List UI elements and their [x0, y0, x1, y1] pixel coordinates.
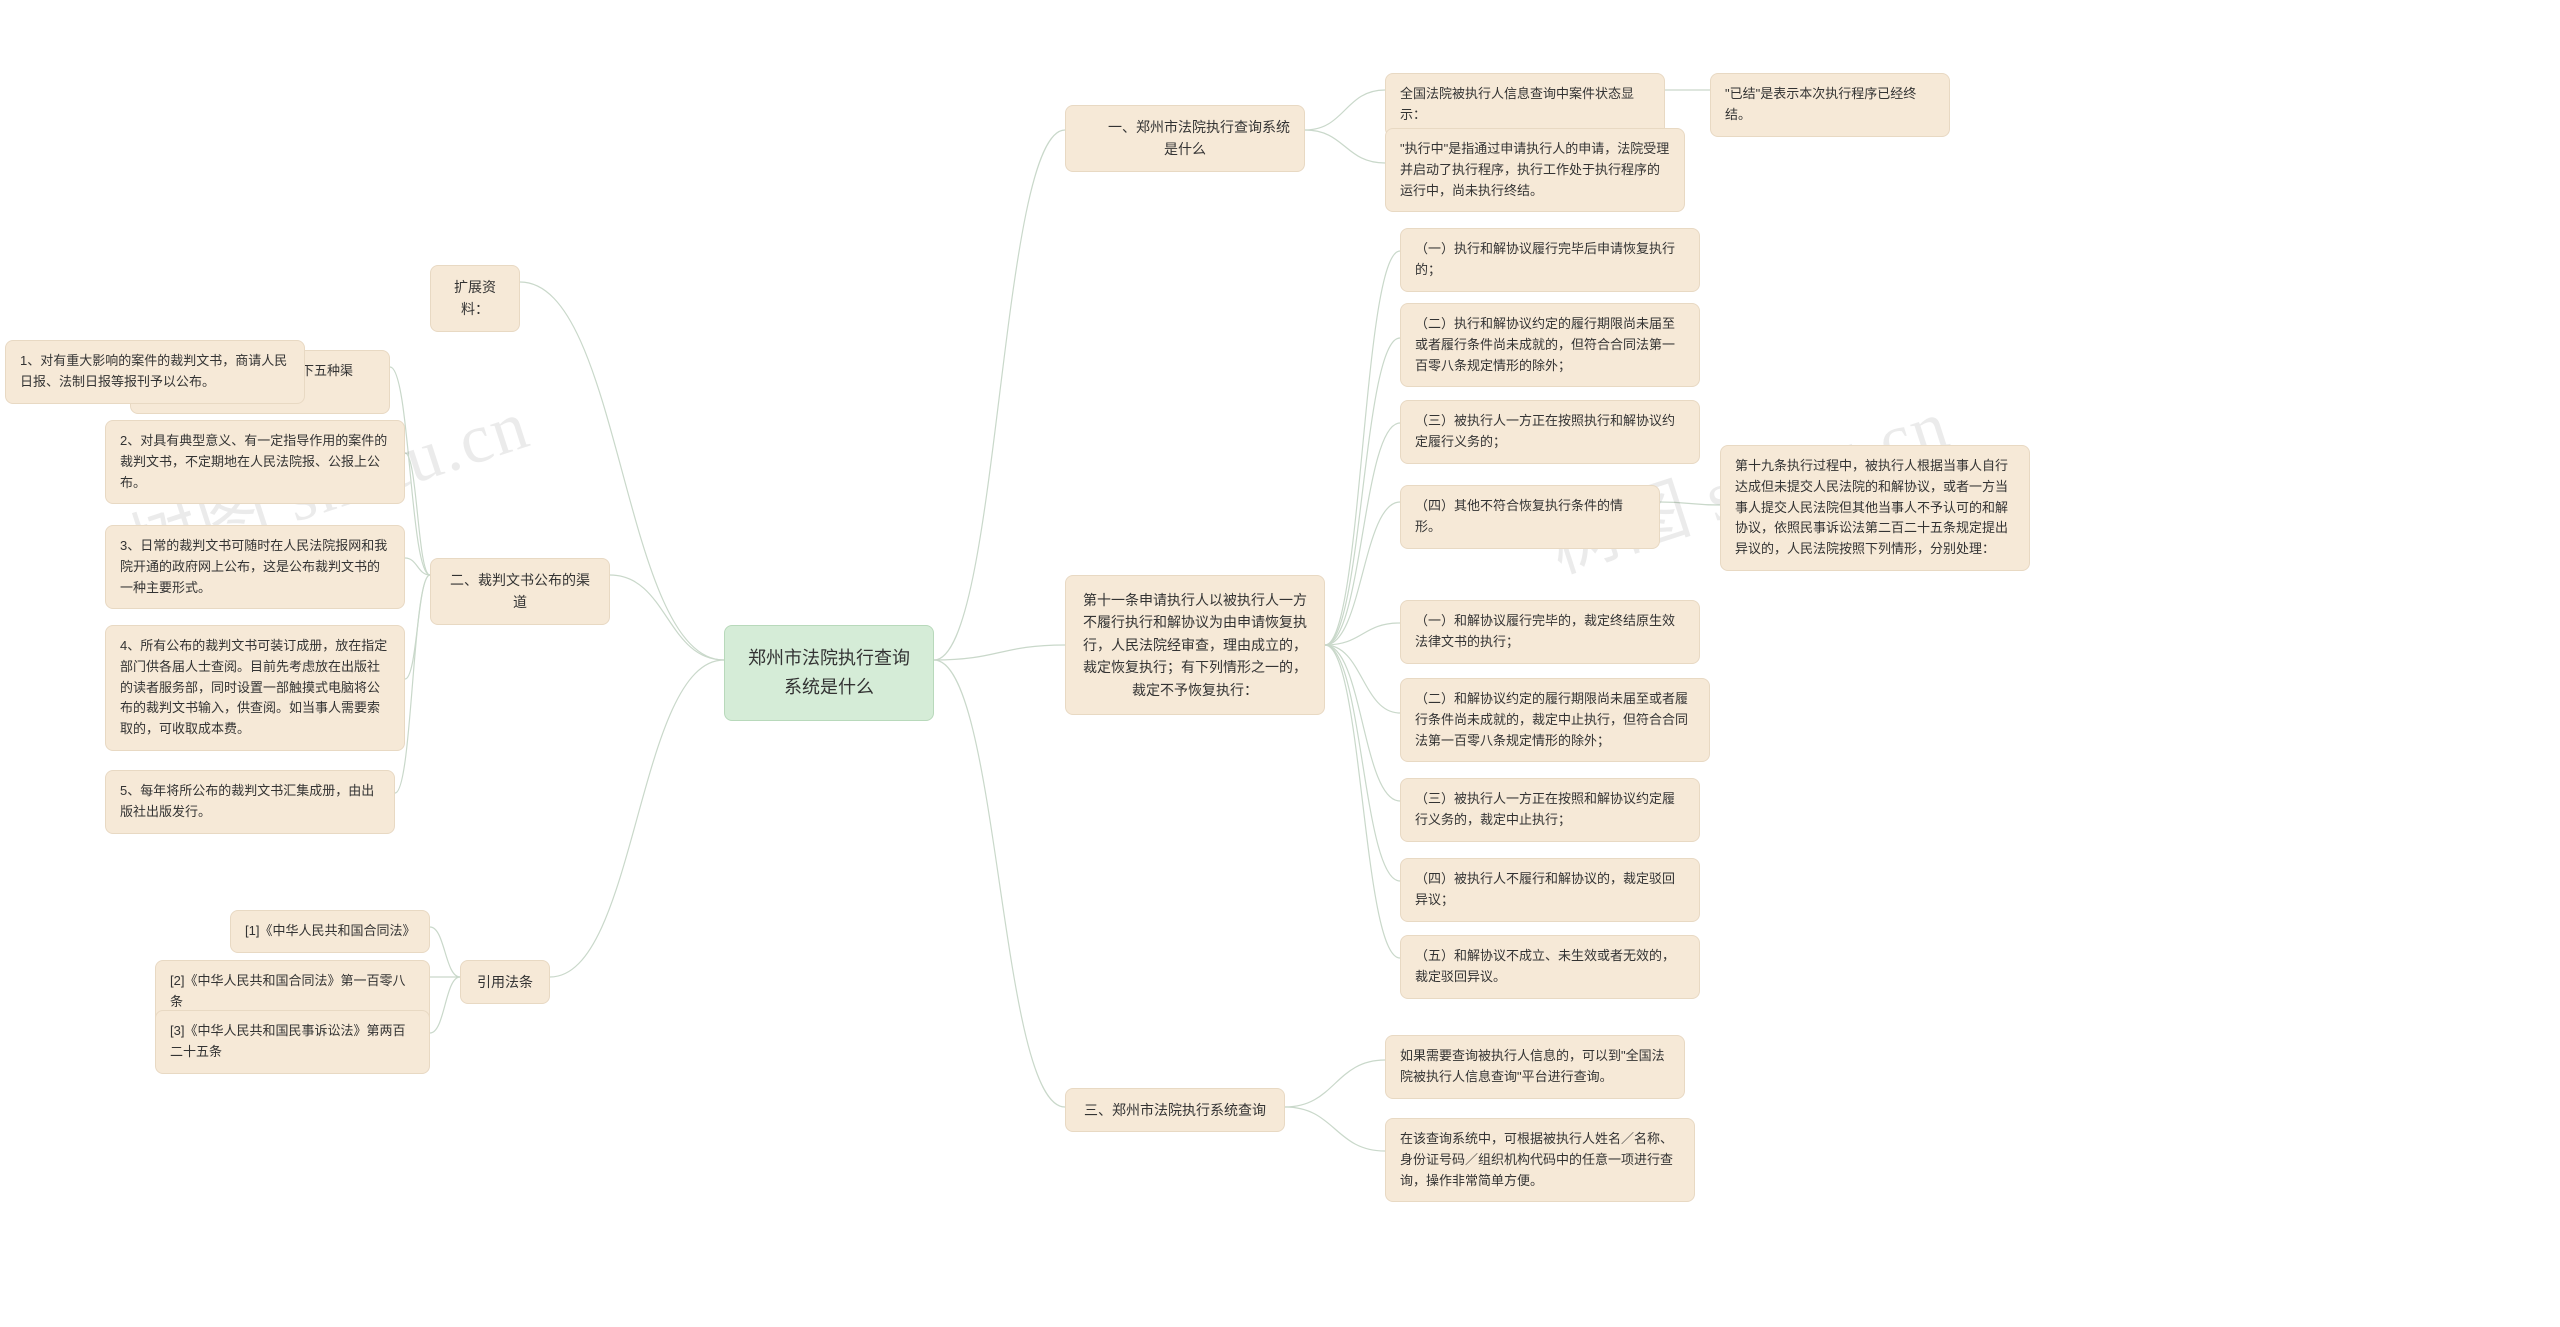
left-b1-leaf-4[interactable]: 5、每年将所公布的裁判文书汇集成册，由出版社出版发行。: [105, 770, 395, 834]
right-b1-leaf-2[interactable]: （三）被执行人一方正在按照执行和解协议约定履行义务的；: [1400, 400, 1700, 464]
right-b2-leaf-1[interactable]: 在该查询系统中，可根据被执行人姓名／名称、身份证号码／组织机构代码中的任意一项进…: [1385, 1118, 1695, 1202]
left-b1-leaf-1[interactable]: 2、对具有典型意义、有一定指导作用的案件的裁判文书，不定期地在人民法院报、公报上…: [105, 420, 405, 504]
right-b1-leaf-7[interactable]: （四）被执行人不履行和解协议的，裁定驳回异议；: [1400, 858, 1700, 922]
left-b1-leaf-2[interactable]: 3、日常的裁判文书可随时在人民法院报网和我院开通的政府网上公布，这是公布裁判文书…: [105, 525, 405, 609]
right-b1-leaf-1[interactable]: （二）执行和解协议约定的履行期限尚未届至或者履行条件尚未成就的，但符合合同法第一…: [1400, 303, 1700, 387]
right-b1-leaf-6[interactable]: （三）被执行人一方正在按照和解协议约定履行义务的，裁定中止执行；: [1400, 778, 1700, 842]
right-branch-2[interactable]: 三、郑州市法院执行系统查询: [1065, 1088, 1285, 1132]
right-b1-leaf-4[interactable]: （一）和解协议履行完毕的，裁定终结原生效法律文书的执行；: [1400, 600, 1700, 664]
right-b0-l0-sub-0[interactable]: "已结"是表示本次执行程序已经终结。: [1710, 73, 1950, 137]
root-node[interactable]: 郑州市法院执行查询系统是什么: [724, 625, 934, 721]
right-b1-leaf-3[interactable]: （四）其他不符合恢复执行条件的情形。: [1400, 485, 1660, 549]
left-b1-leaf-3[interactable]: 4、所有公布的裁判文书可装订成册，放在指定部门供各届人士查阅。目前先考虑放在出版…: [105, 625, 405, 751]
right-b1-l3-sub-0[interactable]: 第十九条执行过程中，被执行人根据当事人自行达成但未提交人民法院的和解协议，或者一…: [1720, 445, 2030, 571]
right-b1-leaf-5[interactable]: （二）和解协议约定的履行期限尚未届至或者履行条件尚未成就的，裁定中止执行，但符合…: [1400, 678, 1710, 762]
left-branch-0[interactable]: 扩展资料：: [430, 265, 520, 332]
right-branch-1[interactable]: 第十一条申请执行人以被执行人一方不履行执行和解协议为由申请恢复执行，人民法院经审…: [1065, 575, 1325, 715]
right-b1-leaf-8[interactable]: （五）和解协议不成立、未生效或者无效的，裁定驳回异议。: [1400, 935, 1700, 999]
left-b1-l0-sub-0[interactable]: 1、对有重大影响的案件的裁判文书，商请人民日报、法制日报等报刊予以公布。: [5, 340, 305, 404]
left-b2-leaf-0[interactable]: [1]《中华人民共和国合同法》: [230, 910, 430, 953]
left-branch-2[interactable]: 引用法条: [460, 960, 550, 1004]
left-branch-1[interactable]: 二、裁判文书公布的渠道: [430, 558, 610, 625]
right-branch-0[interactable]: 一、郑州市法院执行查询系统是什么: [1065, 105, 1305, 172]
left-b2-leaf-2[interactable]: [3]《中华人民共和国民事诉讼法》第两百二十五条: [155, 1010, 430, 1074]
right-b0-leaf-1[interactable]: "执行中"是指通过申请执行人的申请，法院受理并启动了执行程序，执行工作处于执行程…: [1385, 128, 1685, 212]
right-b2-leaf-0[interactable]: 如果需要查询被执行人信息的，可以到"全国法院被执行人信息查询"平台进行查询。: [1385, 1035, 1685, 1099]
right-b1-leaf-0[interactable]: （一）执行和解协议履行完毕后申请恢复执行的；: [1400, 228, 1700, 292]
